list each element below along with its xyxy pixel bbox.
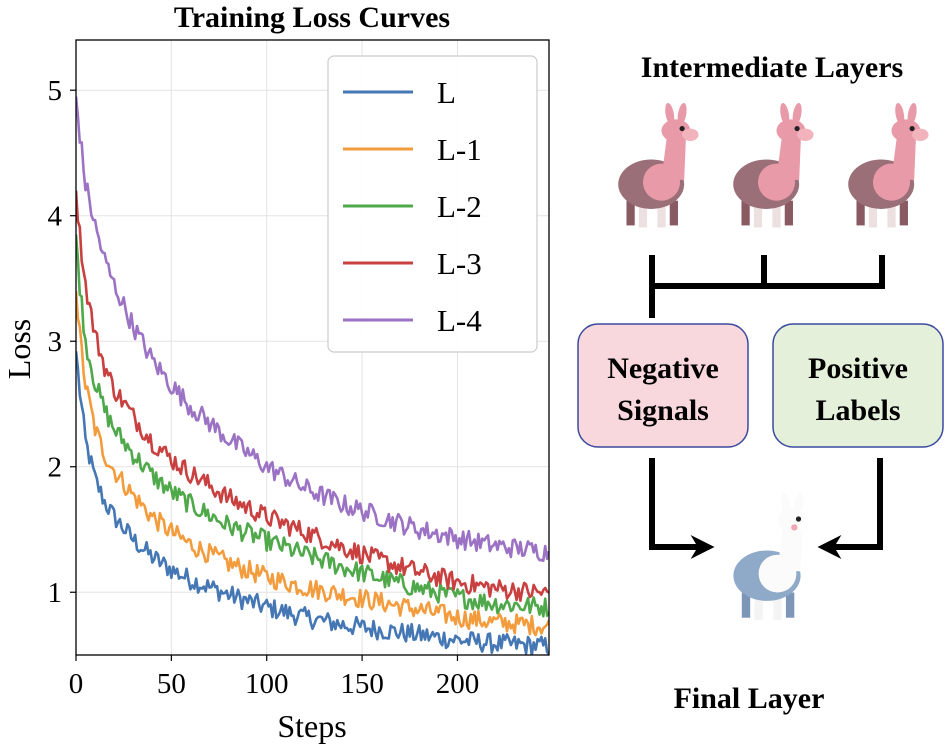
intermediate-layers-title: Intermediate Layers	[641, 51, 903, 84]
llama-intermediate-2-icon	[733, 102, 814, 228]
x-tick-label: 200	[436, 668, 480, 700]
llama-intermediate-3-icon	[848, 102, 929, 228]
tick-layer: 0 50 100 150 200 1 2 3 4 5	[48, 75, 480, 700]
legend-label: L-2	[437, 189, 482, 224]
y-tick-label: 3	[48, 326, 63, 358]
arrows	[649, 458, 883, 559]
y-tick-label: 1	[48, 577, 63, 609]
y-axis-label: Loss	[1, 319, 37, 379]
loss-chart: Training Loss Curves 0 50 100 150 200 1 2 3 4 5 S…	[1, 1, 550, 744]
x-tick-label: 0	[69, 668, 84, 700]
negative-arrow	[649, 458, 715, 559]
x-tick-label: 150	[340, 668, 384, 700]
x-tick-label: 50	[157, 668, 186, 700]
legend-label: L-4	[437, 303, 482, 338]
y-tick-label: 2	[48, 452, 63, 484]
negative-label-line1: Negative	[607, 352, 719, 385]
legend-label: L-1	[437, 132, 482, 167]
final-layer-title: Final Layer	[674, 682, 825, 715]
connector-lines	[649, 255, 885, 318]
llama-final-icon	[733, 492, 816, 620]
series-line-l-1	[76, 290, 549, 637]
positive-label-line2: Labels	[815, 394, 900, 427]
legend-items: L L-1 L-2 L-3 L-4	[343, 75, 482, 338]
chart-title: Training Loss Curves	[174, 1, 450, 34]
positive-arrow	[817, 458, 883, 559]
y-tick-label: 5	[48, 75, 63, 107]
legend-label: L-3	[437, 246, 482, 281]
series-line-l-2	[76, 234, 549, 618]
legend: L L-1 L-2 L-3 L-4	[327, 55, 538, 353]
legend-box	[327, 55, 538, 353]
x-axis-label: Steps	[277, 708, 346, 744]
series-layer	[76, 96, 549, 655]
series-line-l-4	[76, 96, 549, 562]
layer-diagram: Intermediate Layers Negative Signals Pos…	[577, 51, 944, 715]
negative-label-line2: Signals	[617, 394, 709, 427]
series-line-l-3	[76, 190, 549, 602]
negative-signals-box: Negative Signals	[577, 323, 749, 448]
y-tick-label: 4	[48, 201, 63, 233]
x-tick-label: 100	[245, 668, 289, 700]
positive-labels-box: Positive Labels	[772, 323, 944, 448]
positive-label-line1: Positive	[808, 352, 908, 385]
llama-intermediate-1-icon	[618, 102, 699, 228]
legend-label: L	[437, 75, 456, 110]
series-line-l	[76, 351, 549, 655]
plot-frame	[75, 39, 550, 656]
